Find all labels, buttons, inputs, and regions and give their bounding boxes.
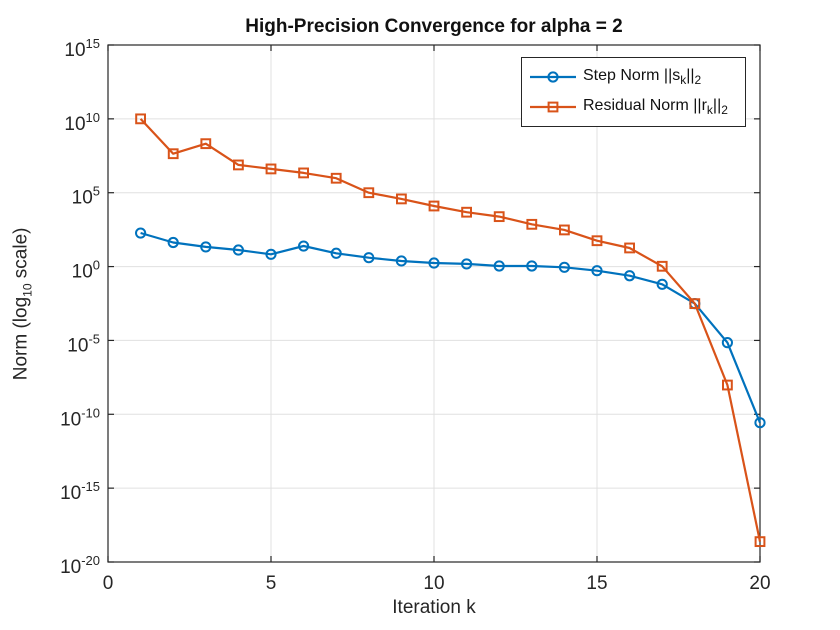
marker-square-residual-norm <box>233 159 244 171</box>
marker-square-residual-norm <box>428 200 440 212</box>
legend-label-residual-sub-k: k <box>706 102 713 117</box>
legend-label-residual: Residual Norm ||rk||2 <box>583 97 728 117</box>
marker-circle-step-norm <box>493 260 505 272</box>
marker-circle-step-norm <box>558 261 571 273</box>
y-tick-label: 10-15 <box>60 479 100 504</box>
y-axis-label-pre: Norm (log <box>10 296 32 380</box>
marker-circle-step-norm <box>461 258 473 270</box>
marker-square-residual-norm <box>298 167 310 179</box>
legend-circle-marker-icon <box>547 71 559 83</box>
marker-square-residual-norm <box>135 113 146 125</box>
marker-circle-step-norm <box>526 260 538 272</box>
marker-square-residual-norm <box>461 206 473 218</box>
marker-square-residual-norm <box>200 138 212 150</box>
marker-circle-step-norm <box>265 248 277 260</box>
marker-circle-step-norm <box>232 244 244 256</box>
x-tick-label: 15 <box>586 573 607 594</box>
marker-square-residual-norm <box>363 187 375 199</box>
marker-circle-step-norm <box>298 240 310 252</box>
x-tick-label: 20 <box>749 573 770 594</box>
legend-label-step-sub-k: k <box>680 73 687 88</box>
y-tick-label: 1015 <box>64 36 100 61</box>
legend-label-residual-pre: Residual Norm ||r <box>583 96 707 114</box>
legend-square-marker-icon <box>547 101 559 113</box>
series-line-residual-norm <box>139 118 762 542</box>
marker-circle-step-norm <box>167 236 179 249</box>
marker-circle-step-norm <box>135 227 147 239</box>
y-axis-label: Norm (log10 scale) <box>0 45 44 562</box>
y-axis-label-subscript: 10 <box>19 283 34 297</box>
marker-square-residual-norm <box>396 193 407 205</box>
legend-label-residual-sub-2: 2 <box>721 102 728 117</box>
x-axis-label: Iteration k <box>392 597 476 618</box>
legend-item-residual-norm: Residual Norm ||rk||2 <box>529 97 745 117</box>
marker-circle-step-norm <box>624 270 636 282</box>
y-tick-label: 1010 <box>64 110 100 135</box>
legend-sample-step <box>530 71 576 83</box>
marker-square-residual-norm <box>493 211 505 223</box>
y-tick-label: 10-5 <box>67 331 100 356</box>
legend-label-residual-mid: || <box>712 96 722 114</box>
chart-title: High-Precision Convergence for alpha = 2 <box>245 16 623 37</box>
marker-square-residual-norm <box>265 163 277 175</box>
marker-circle-step-norm <box>363 252 375 264</box>
y-tick-label: 10-10 <box>60 405 100 430</box>
legend-label-step-sub-2: 2 <box>694 73 702 88</box>
marker-square-residual-norm <box>526 218 538 230</box>
marker-square-residual-norm <box>624 242 636 254</box>
marker-circle-step-norm <box>330 247 342 259</box>
legend-label-step: Step Norm ||sk||2 <box>583 67 701 87</box>
marker-circle-step-norm <box>395 255 407 267</box>
legend-item-step-norm: Step Norm ||sk||2 <box>529 67 745 87</box>
marker-circle-step-norm <box>721 337 734 349</box>
marker-circle-step-norm <box>591 265 603 277</box>
marker-square-residual-norm <box>722 379 733 391</box>
marker-square-residual-norm <box>591 235 603 247</box>
y-tick-label: 105 <box>72 184 100 209</box>
y-tick-label: 100 <box>72 258 100 283</box>
y-axis-label-text: Norm (log10 scale) <box>10 227 34 380</box>
legend: Step Norm ||sk||2 Residual Norm ||rk||2 <box>521 57 746 127</box>
x-tick-label: 10 <box>423 573 444 594</box>
marker-square-residual-norm <box>559 224 570 236</box>
y-tick-label: 10-20 <box>60 553 100 578</box>
x-tick-label: 5 <box>266 573 277 594</box>
marker-circle-step-norm <box>656 278 668 290</box>
marker-square-residual-norm <box>330 172 342 184</box>
marker-circle-step-norm <box>428 257 440 269</box>
marker-square-residual-norm <box>754 536 766 548</box>
marker-circle-step-norm <box>754 417 766 429</box>
legend-sample-residual <box>530 101 576 113</box>
marker-square-residual-norm <box>656 260 668 272</box>
marker-square-residual-norm <box>689 298 701 310</box>
y-axis-label-post: scale) <box>10 227 32 284</box>
legend-label-step-mid: || <box>686 67 695 85</box>
x-tick-label: 0 <box>103 573 114 594</box>
marker-square-residual-norm <box>167 148 179 160</box>
marker-circle-step-norm <box>200 241 212 253</box>
legend-label-step-pre: Step Norm ||s <box>583 67 681 85</box>
